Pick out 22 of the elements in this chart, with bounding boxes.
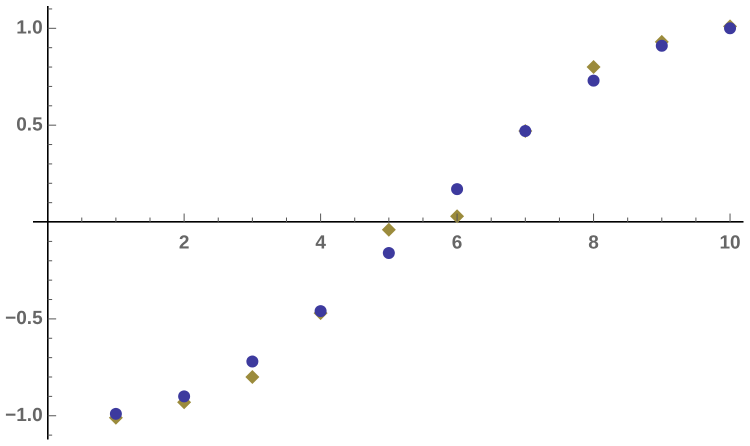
y-tick-label: −0.5: [5, 308, 44, 330]
x-tick-label: 10: [719, 232, 741, 254]
point: [588, 74, 600, 87]
y-tick-label: −1.0: [5, 404, 43, 426]
point: [656, 40, 668, 52]
x-tick-label: 8: [588, 232, 599, 254]
y-tick-label: 1.0: [16, 18, 43, 39]
y-tick-label: 0.5: [16, 114, 44, 136]
x-tick-label: 6: [452, 232, 462, 254]
point: [382, 222, 396, 237]
x-tick-label: 4: [315, 232, 326, 254]
point: [246, 356, 258, 368]
point: [586, 60, 601, 74]
point: [450, 209, 464, 224]
point: [382, 247, 395, 260]
point: [178, 390, 190, 402]
point: [110, 408, 122, 420]
x-tick-label: 2: [178, 232, 190, 254]
point: [451, 183, 464, 196]
point: [314, 305, 327, 318]
point: [724, 22, 736, 34]
point: [245, 370, 260, 384]
